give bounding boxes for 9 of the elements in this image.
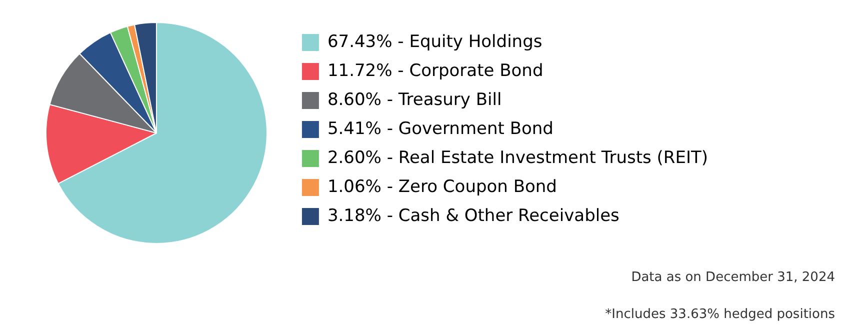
legend-label: 8.60% - Treasury Bill [327, 90, 502, 110]
text: *Includes 33.63% hedged positions [604, 307, 835, 322]
legend-label: 11.72% - Corporate Bond [327, 60, 544, 81]
legend-label: 5.41% - Government Bond [327, 118, 554, 139]
legend-label: 3.18% - Cash & Other Receivables [327, 206, 620, 226]
legend-label: 1.06% - Zero Coupon Bond [327, 176, 557, 197]
legend-label: 2.60% - Real Estate Investment Trusts (REIT) [327, 148, 708, 168]
text: Data as on December 31, 2024 [630, 270, 835, 285]
legend-label: 67.43% - Equity Holdings [327, 32, 542, 52]
